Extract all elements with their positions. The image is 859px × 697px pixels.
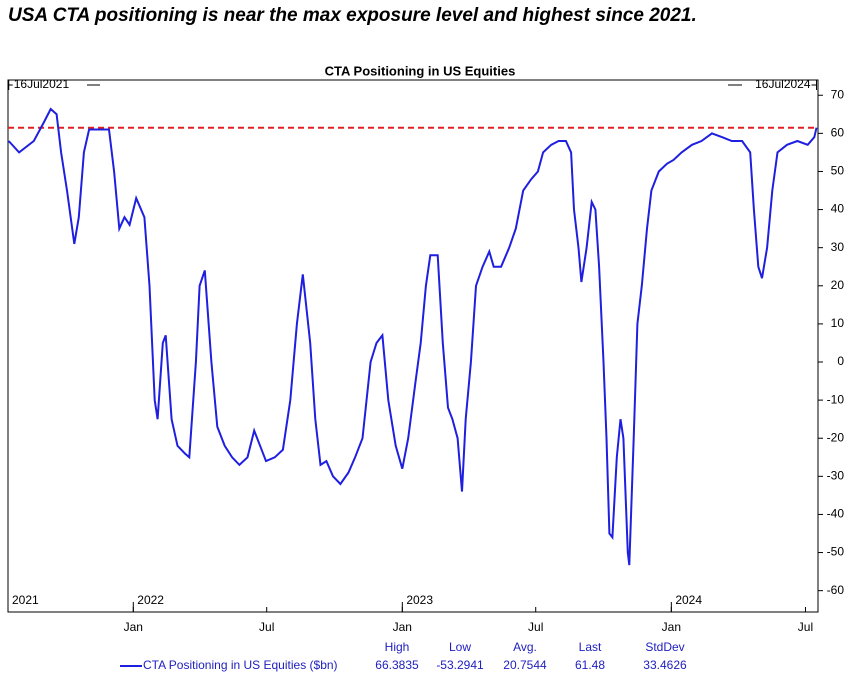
y-tick-label: 20 — [831, 278, 845, 292]
plot-frame — [7, 79, 819, 613]
y-tick-label: -20 — [827, 430, 845, 444]
x-tick-label: Jul — [528, 620, 543, 634]
stat-value: -53.2941 — [436, 658, 484, 672]
stat-value: 66.3835 — [375, 658, 419, 672]
stat-value: 20.7544 — [503, 658, 547, 672]
year-label: 2021 — [12, 593, 39, 607]
x-tick-label: Jul — [798, 620, 813, 634]
year-label: 2024 — [675, 593, 702, 607]
y-tick-label: -30 — [827, 469, 845, 483]
stat-value: 33.4626 — [643, 658, 687, 672]
series-line — [7, 107, 818, 566]
y-tick-label: -10 — [827, 392, 845, 406]
y-tick-label: 30 — [831, 240, 845, 254]
y-tick-label: -60 — [827, 583, 845, 597]
x-tick-label: Jul — [259, 620, 274, 634]
stat-label: Low — [449, 640, 471, 654]
headline: USA CTA positioning is near the max expo… — [8, 5, 697, 26]
stat-label: Last — [579, 640, 602, 654]
y-tick-label: -40 — [827, 507, 845, 521]
year-label: 2022 — [137, 593, 164, 607]
x-tick-label: Jan — [662, 620, 681, 634]
stat-label: StdDev — [645, 640, 684, 654]
end-label: 16Jul2024 — [755, 77, 811, 91]
y-tick-label: 0 — [837, 354, 844, 368]
y-tick-label: 50 — [831, 164, 845, 178]
y-tick-label: 60 — [831, 126, 845, 140]
stat-value: 61.48 — [575, 658, 605, 672]
start-label: 16Jul2021 — [14, 77, 70, 91]
legend-label: CTA Positioning in US Equities ($bn) — [143, 658, 338, 672]
y-tick-label: 10 — [831, 316, 845, 330]
stat-label: High — [385, 640, 410, 654]
y-tick-label: 70 — [831, 87, 845, 101]
x-tick-label: Jan — [124, 620, 143, 634]
x-tick-label: Jan — [393, 620, 412, 634]
year-label: 2023 — [406, 593, 433, 607]
stat-label: Avg. — [513, 640, 537, 654]
y-tick-label: -50 — [827, 545, 845, 559]
chart-title: CTA Positioning in US Equities — [325, 63, 516, 78]
y-tick-label: 40 — [831, 202, 845, 216]
